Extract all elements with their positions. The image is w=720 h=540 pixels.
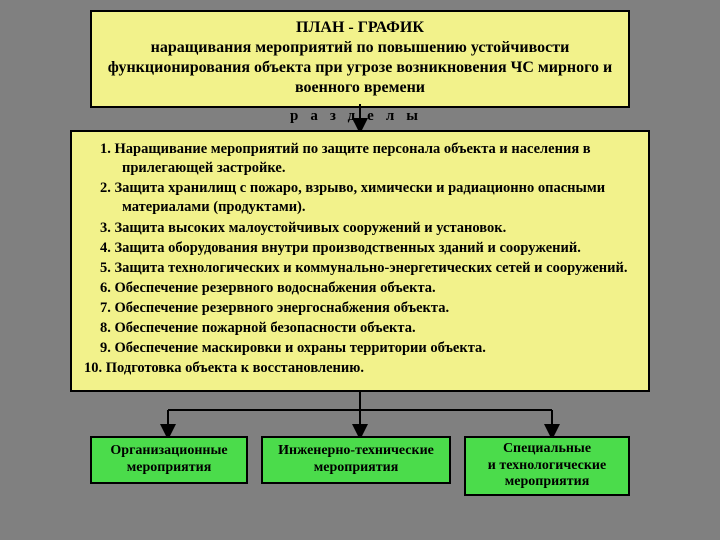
green-box-line: Специальные bbox=[503, 441, 591, 458]
green-box-org: Организационные мероприятия bbox=[90, 436, 248, 484]
title-line2: наращивания мероприятий по повышению уст… bbox=[102, 38, 618, 98]
list-item: 1. Наращивание мероприятий по защите пер… bbox=[84, 140, 636, 178]
title-box: ПЛАН - ГРАФИК наращивания мероприятий по… bbox=[90, 10, 630, 108]
list-item: 10. Подготовка объекта к восстановлению. bbox=[84, 359, 636, 378]
green-box-spec: Специальные и технологические мероприяти… bbox=[464, 436, 630, 496]
list-item: 9. Обеспечение маскировки и охраны терри… bbox=[84, 339, 636, 358]
list-item: 2. Защита хранилищ с пожаро, взрыво, хим… bbox=[84, 179, 636, 217]
green-box-line: Инженерно-технические bbox=[278, 443, 434, 460]
list-item: 6. Обеспечение резервного водоснабжения … bbox=[84, 279, 636, 298]
title-line1: ПЛАН - ГРАФИК bbox=[102, 18, 618, 38]
list-item: 8. Обеспечение пожарной безопасности объ… bbox=[84, 319, 636, 338]
green-box-eng: Инженерно-технические мероприятия bbox=[261, 436, 451, 484]
list-item: 3. Защита высоких малоустойчивых сооруже… bbox=[84, 219, 636, 238]
green-box-line: мероприятия bbox=[505, 474, 590, 491]
list-item: 7. Обеспечение резервного энергоснабжени… bbox=[84, 299, 636, 318]
sections-box: 1. Наращивание мероприятий по защите пер… bbox=[70, 130, 650, 392]
green-box-line: и технологические bbox=[488, 458, 606, 475]
list-item: 4. Защита оборудования внутри производст… bbox=[84, 239, 636, 258]
green-box-line: Организационные bbox=[110, 443, 227, 460]
list-item: 5. Защита технологических и коммунально-… bbox=[84, 259, 636, 278]
green-box-line: мероприятия bbox=[127, 460, 212, 477]
bottom-row: Организационные мероприятия Инженерно-те… bbox=[90, 436, 630, 496]
section-label: разделы bbox=[0, 108, 720, 125]
green-box-line: мероприятия bbox=[314, 460, 399, 477]
